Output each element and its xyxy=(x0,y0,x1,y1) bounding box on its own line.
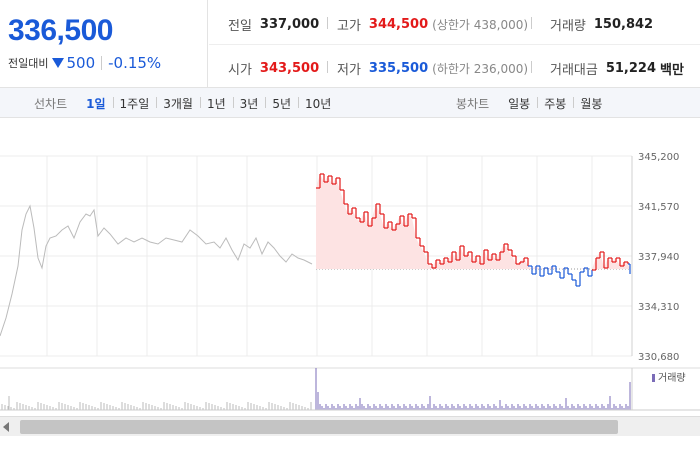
divider xyxy=(209,44,700,45)
stat-value: 51,224 xyxy=(605,61,657,76)
stat-open: 시가 343,500 xyxy=(228,59,319,78)
divider xyxy=(531,17,532,29)
stat-volume: 거래량 150,842 xyxy=(550,15,653,34)
quote-header: 336,500 전일대비 500 -0.15% 전일 337,000 고가 34… xyxy=(0,0,700,88)
bottom-spacer xyxy=(0,436,700,450)
y-tick-label: 330,680 xyxy=(638,352,679,363)
change-label: 전일대비 xyxy=(8,57,49,70)
change-percent: -0.15% xyxy=(108,54,162,72)
current-price: 336,500 xyxy=(8,14,113,47)
volume-legend-label: 거래량 xyxy=(658,372,686,384)
stat-high: 고가 344,500 (상한가 438,000) xyxy=(337,15,528,34)
stat-value: 337,000 xyxy=(259,17,320,32)
candle-chart-title: 봉차트 xyxy=(456,96,490,111)
stat-label: 거래대금 xyxy=(550,63,598,78)
stat-value: 335,500 xyxy=(368,61,429,76)
change-amount: 500 xyxy=(66,54,96,72)
period-1w[interactable]: 1주일 xyxy=(112,95,157,112)
line-chart-title: 선차트 xyxy=(34,96,68,111)
stat-label: 고가 xyxy=(337,19,361,34)
stat-unit: 백만 xyxy=(660,63,684,78)
stat-label: 거래량 xyxy=(550,19,586,34)
candle-monthly[interactable]: 월봉 xyxy=(573,95,609,112)
y-tick-label: 334,310 xyxy=(638,302,679,313)
y-tick-label: 337,940 xyxy=(638,252,679,263)
price-fill-area xyxy=(316,174,630,269)
stat-value: 344,500 xyxy=(368,17,429,32)
stat-label: 시가 xyxy=(228,63,252,78)
chart-scrollbar[interactable] xyxy=(0,416,700,436)
stat-low: 저가 335,500 (하한가 236,000) xyxy=(337,59,528,78)
stat-label: 저가 xyxy=(337,63,361,78)
stat-sub: (상한가 438,000) xyxy=(432,18,529,32)
y-tick-label: 345,200 xyxy=(638,152,679,163)
period-bar: 선차트 1일 1주일 3개월 1년 3년 5년 10년 봉차트 일봉 주봉 월봉 xyxy=(0,88,700,118)
period-3y[interactable]: 3년 xyxy=(232,95,266,112)
stats-panel: 전일 337,000 고가 344,500 (상한가 438,000) 거래량 … xyxy=(209,0,700,88)
candle-daily[interactable]: 일봉 xyxy=(508,96,531,111)
scroll-thumb[interactable] xyxy=(20,420,618,434)
previous-day-line xyxy=(0,204,313,337)
down-arrow-icon xyxy=(52,58,65,68)
scroll-left-arrow-icon[interactable] xyxy=(3,422,9,432)
change-row: 전일대비 500 -0.15% xyxy=(8,54,161,72)
price-chart[interactable]: 345,200 341,570 337,940 334,310 330,680 거래량 xyxy=(0,118,700,418)
period-3m[interactable]: 3개월 xyxy=(156,95,200,112)
stat-value: 150,842 xyxy=(593,17,654,32)
candle-chart-periods: 봉차트 일봉 주봉 월봉 xyxy=(456,88,609,118)
y-tick-label: 341,570 xyxy=(638,202,679,213)
line-chart-periods: 선차트 1일 1주일 3개월 1년 3년 5년 10년 xyxy=(34,88,338,118)
divider xyxy=(531,61,532,73)
period-5y[interactable]: 5년 xyxy=(265,95,298,112)
divider xyxy=(327,17,328,29)
price-chart-svg: 345,200 341,570 337,940 334,310 330,680 거래량 xyxy=(0,152,700,411)
stat-trade-value: 거래대금 51,224 백만 xyxy=(550,59,684,78)
price-panel: 336,500 전일대비 500 -0.15% xyxy=(0,0,208,88)
period-1y[interactable]: 1년 xyxy=(199,95,233,112)
stat-label: 전일 xyxy=(228,19,252,34)
stat-value: 343,500 xyxy=(259,61,320,76)
stat-prev-close: 전일 337,000 xyxy=(228,15,319,34)
divider xyxy=(327,61,328,73)
candle-weekly[interactable]: 주봉 xyxy=(537,95,573,112)
stat-sub: (하한가 236,000) xyxy=(432,62,529,76)
period-1d[interactable]: 1일 xyxy=(86,96,106,111)
divider xyxy=(101,56,103,70)
volume-legend-swatch xyxy=(652,374,655,382)
period-10y[interactable]: 10년 xyxy=(298,95,338,112)
